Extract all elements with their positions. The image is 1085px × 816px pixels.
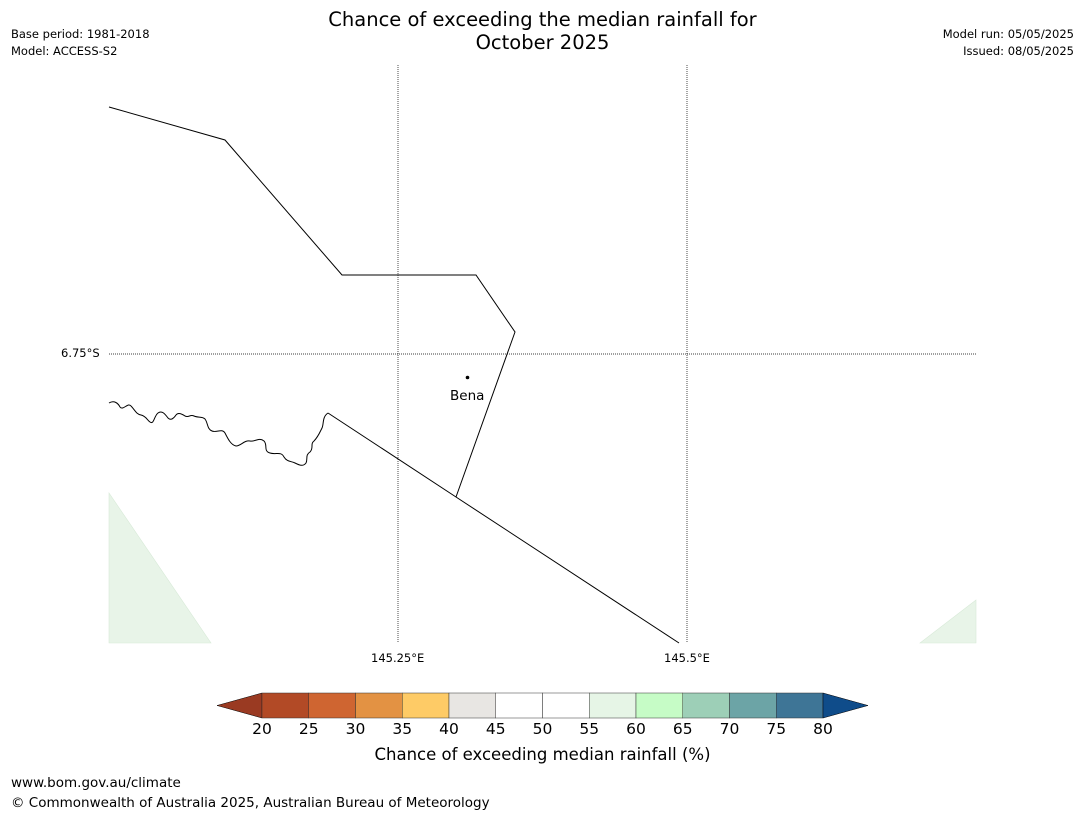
base-period-text: Base period: 1981-2018 (11, 27, 150, 41)
colorbar-tick-55: 55 (579, 720, 600, 738)
colorbar-tick-45: 45 (485, 720, 506, 738)
colorbar-tick-80: 80 (813, 720, 833, 738)
colorbar (216, 692, 869, 719)
colorbar-bin-65-70 (682, 692, 730, 719)
province-boundary-north (108, 106, 516, 498)
lon-label-145-5e: 145.5°E (664, 651, 710, 665)
colorbar-label: Chance of exceeding median rainfall (%) (374, 745, 711, 764)
meta-right: Model run: 05/05/2025 Issued: 08/05/2025 (943, 26, 1074, 60)
colorbar-tick-30: 30 (345, 720, 366, 738)
province-boundary-south (327, 412, 680, 644)
colorbar-bin-60-65 (635, 692, 683, 719)
colorbar-bin-35-40 (402, 692, 450, 719)
title-line-2: October 2025 (475, 31, 610, 54)
colorbar-bin-40-45 (448, 692, 496, 719)
lon-label-145-25e: 145.25°E (371, 651, 425, 665)
colorbar-tick-40: 40 (439, 720, 459, 738)
colorbar-high-extend (822, 692, 869, 719)
colorbar-bin-50-55 (542, 692, 590, 719)
colorbar-bin-55-60 (589, 692, 637, 719)
colorbar-tick-75: 75 (766, 720, 787, 738)
river-line (108, 401, 329, 466)
bena-marker (465, 375, 470, 380)
colorbar-bin-20-25 (261, 692, 309, 719)
footer-url: www.bom.gov.au/climate (11, 775, 181, 791)
lat-label-6-75s: 6.75°S (61, 346, 100, 360)
colorbar-bin-75-80 (776, 692, 824, 719)
colorbar-tick-50: 50 (532, 720, 553, 738)
colorbar-bin-45-50 (495, 692, 543, 719)
bena-label: Bena (450, 388, 485, 404)
title-line-1: Chance of exceeding the median rainfall … (328, 8, 757, 31)
model-run-text: Model run: 05/05/2025 (942, 27, 1074, 41)
colorbar-tick-65: 65 (672, 720, 693, 738)
colorbar-tick-60: 60 (626, 720, 646, 738)
meta-left: Base period: 1981-2018 Model: ACCESS-S2 (11, 26, 150, 60)
shaded-region-southwest (108, 492, 212, 644)
map-title: Chance of exceeding the median rainfall … (0, 8, 1085, 54)
shaded-region-southeast (919, 599, 977, 644)
colorbar-low-extend (216, 692, 263, 719)
model-text: Model: ACCESS-S2 (11, 44, 118, 58)
colorbar-bin-30-35 (355, 692, 403, 719)
colorbar-tick-35: 35 (392, 720, 413, 738)
colorbar-tick-70: 70 (719, 720, 740, 738)
colorbar-bin-25-30 (308, 692, 356, 719)
colorbar-bin-70-75 (729, 692, 777, 719)
colorbar-tick-20: 20 (252, 720, 272, 738)
issued-text: Issued: 08/05/2025 (963, 44, 1074, 58)
colorbar-tick-25: 25 (298, 720, 319, 738)
footer-copyright: © Commonwealth of Australia 2025, Austra… (11, 795, 490, 811)
